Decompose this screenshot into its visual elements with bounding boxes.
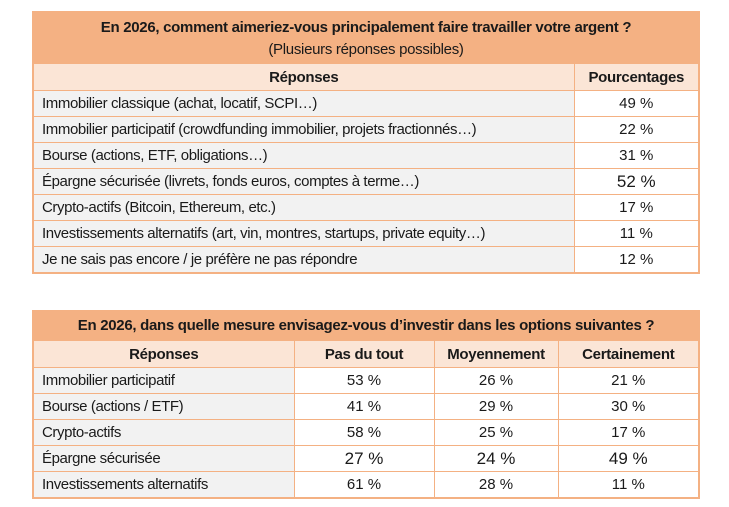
table-faire-travailler-argent: En 2026, comment aimeriez-vous principal… (32, 11, 700, 274)
answer-label: Immobilier classique (achat, locatif, SC… (32, 90, 575, 117)
table-row: Crypto-actifs 58 % 25 % 17 % (32, 419, 700, 446)
certainement-percentage: 49 % (557, 445, 700, 472)
option-label: Crypto-actifs (32, 419, 295, 446)
answer-percentage: 17 % (573, 194, 700, 221)
certainement-percentage: 17 % (557, 419, 700, 446)
answer-label: Immobilier participatif (crowdfunding im… (32, 116, 575, 143)
pas-du-tout-percentage: 58 % (293, 419, 435, 446)
answer-label: Investissements alternatifs (art, vin, m… (32, 220, 575, 247)
moyennement-percentage: 28 % (433, 471, 559, 499)
option-label: Investissements alternatifs (32, 471, 295, 499)
answer-label: Je ne sais pas encore / je préfère ne pa… (32, 246, 575, 274)
moyennement-percentage: 25 % (433, 419, 559, 446)
pas-du-tout-percentage: 61 % (293, 471, 435, 499)
table-row: Immobilier participatif 53 % 26 % 21 % (32, 367, 700, 394)
table2-column-header-moyennement: Moyennement (433, 340, 559, 368)
table-row: Immobilier participatif (crowdfunding im… (32, 116, 700, 143)
table2-title: En 2026, dans quelle mesure envisagez-vo… (77, 317, 655, 334)
pas-du-tout-percentage: 41 % (293, 393, 435, 420)
table-row: Investissements alternatifs (art, vin, m… (32, 220, 700, 247)
table1-title-banner: En 2026, comment aimeriez-vous principal… (32, 11, 700, 64)
table2-banner-row: En 2026, dans quelle mesure envisagez-vo… (32, 310, 700, 341)
answer-percentage: 31 % (573, 142, 700, 169)
table1-column-header-reponses: Réponses (32, 63, 575, 91)
option-label: Immobilier participatif (32, 367, 295, 394)
certainement-percentage: 30 % (557, 393, 700, 420)
answer-percentage: 12 % (573, 246, 700, 274)
table-row: Bourse (actions / ETF) 41 % 29 % 30 % (32, 393, 700, 420)
option-label: Bourse (actions / ETF) (32, 393, 295, 420)
table-row: Bourse (actions, ETF, obligations…) 31 % (32, 142, 700, 169)
moyennement-percentage: 29 % (433, 393, 559, 420)
table-row: Épargne sécurisée 27 % 24 % 49 % (32, 445, 700, 472)
table1-column-header-pourcentages: Pourcentages (573, 63, 700, 91)
table1-banner-row: En 2026, comment aimeriez-vous principal… (32, 11, 700, 64)
pas-du-tout-percentage: 53 % (293, 367, 435, 394)
certainement-percentage: 21 % (557, 367, 700, 394)
answer-percentage: 49 % (573, 90, 700, 117)
answer-label: Bourse (actions, ETF, obligations…) (32, 142, 575, 169)
table2-header-row: Réponses Pas du tout Moyennement Certain… (32, 340, 700, 368)
table-row: Immobilier classique (achat, locatif, SC… (32, 90, 700, 117)
table-mesure-investir-options: En 2026, dans quelle mesure envisagez-vo… (32, 310, 701, 499)
pas-du-tout-percentage: 27 % (293, 445, 435, 472)
table1-title: En 2026, comment aimeriez-vous principal… (100, 19, 632, 36)
table2-title-banner: En 2026, dans quelle mesure envisagez-vo… (32, 310, 700, 341)
table-row: Crypto-actifs (Bitcoin, Ethereum, etc.) … (32, 194, 700, 221)
answer-label: Crypto-actifs (Bitcoin, Ethereum, etc.) (32, 194, 575, 221)
answer-label: Épargne sécurisée (livrets, fonds euros,… (32, 168, 575, 195)
option-label: Épargne sécurisée (32, 445, 295, 472)
answer-percentage: 22 % (573, 116, 700, 143)
table2-column-header-certainement: Certainement (557, 340, 700, 368)
certainement-percentage: 11 % (557, 471, 700, 499)
moyennement-percentage: 24 % (433, 445, 559, 472)
table1-header-row: Réponses Pourcentages (32, 63, 700, 91)
table-row: Je ne sais pas encore / je préfère ne pa… (32, 246, 700, 274)
answer-percentage: 52 % (573, 168, 700, 195)
table1-subtitle: (Plusieurs réponses possibles) (268, 41, 464, 58)
table-row: Investissements alternatifs 61 % 28 % 11… (32, 471, 700, 499)
table2-column-header-pas-du-tout: Pas du tout (293, 340, 435, 368)
answer-percentage: 11 % (573, 220, 700, 247)
table2-column-header-reponses: Réponses (32, 340, 295, 368)
table-row: Épargne sécurisée (livrets, fonds euros,… (32, 168, 700, 195)
moyennement-percentage: 26 % (433, 367, 559, 394)
